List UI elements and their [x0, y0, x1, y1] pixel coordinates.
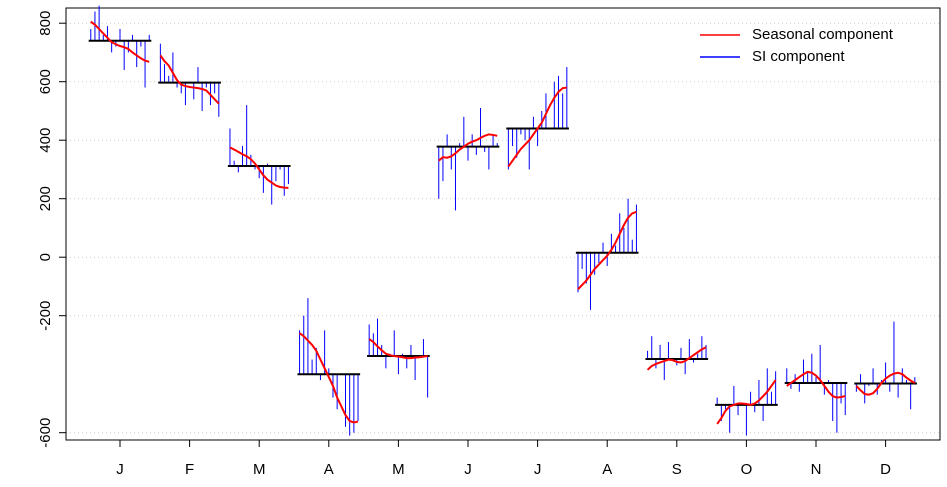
seasonal-line: [298, 332, 359, 424]
x-tick-label: N: [811, 461, 822, 478]
seasonal-line: [90, 20, 150, 63]
x-tick-label: J: [116, 461, 124, 478]
y-tick-label: 800: [37, 11, 54, 36]
legend-label: SI component: [752, 48, 845, 65]
seasonal-line: [368, 338, 428, 360]
x-tick-label: J: [534, 461, 542, 478]
seasonal-line: [507, 86, 567, 168]
y-tick-label: 200: [37, 186, 54, 211]
y-tick-label: -200: [37, 301, 54, 331]
legend-label: Seasonal component: [752, 26, 894, 43]
x-tick-label: D: [880, 461, 891, 478]
seasonal-line: [855, 371, 916, 396]
y-tick-label: 600: [37, 69, 54, 94]
seasonal-line: [159, 54, 220, 105]
seasonal-line: [786, 370, 846, 399]
seasonal-line: [646, 346, 707, 371]
x-tick-label: J: [464, 461, 472, 478]
y-tick-label: 0: [37, 253, 54, 261]
y-tick-label: 400: [37, 128, 54, 153]
x-tick-label: A: [324, 461, 334, 478]
seasonal-line: [438, 133, 498, 162]
x-tick-label: A: [602, 461, 612, 478]
plot-frame: [65, 7, 941, 441]
y-tick-label: -600: [37, 418, 54, 448]
seasonal-line: [716, 379, 777, 425]
x-tick-label: S: [672, 461, 682, 478]
x-tick-label: F: [185, 461, 194, 478]
seasonal-line: [577, 210, 637, 291]
x-tick-label: M: [253, 461, 266, 478]
seasonal-line: [229, 146, 289, 189]
x-tick-label: M: [392, 461, 405, 478]
x-tick-label: O: [741, 461, 753, 478]
